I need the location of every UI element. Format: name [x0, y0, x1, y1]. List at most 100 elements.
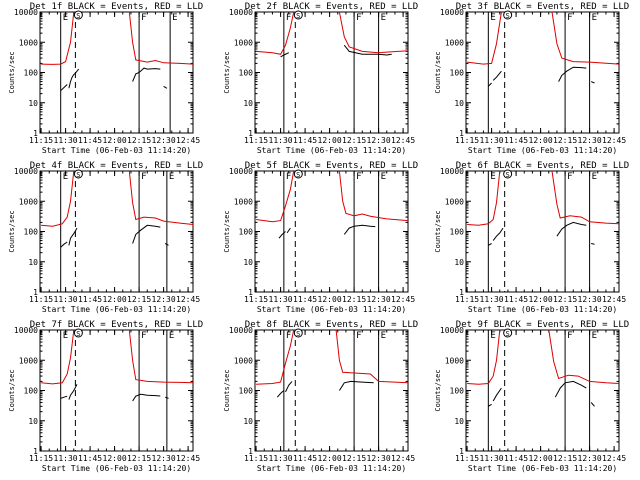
marker-label: E	[592, 13, 597, 23]
y-tick-label: 100	[24, 387, 39, 396]
y-tick-label: 10000	[14, 167, 38, 176]
marker-label: S	[76, 12, 80, 20]
marker-circle	[293, 169, 303, 179]
x-axis-label: Start Time (06-Feb-03 11:14:20)	[468, 305, 617, 314]
series-lld-line	[467, 11, 502, 65]
x-tick-label: 12:15	[553, 454, 577, 463]
series-lld-line	[338, 170, 409, 222]
x-tick-label: 11:15	[29, 295, 53, 304]
plot-frame	[465, 170, 620, 293]
x-tick-label: 11:45	[293, 136, 317, 145]
series-events-line	[590, 402, 595, 407]
x-tick-label: 12:00	[529, 136, 553, 145]
marker-label: S	[76, 171, 80, 179]
marker-label: S	[506, 171, 510, 179]
y-axis-label: Counts/sec	[434, 369, 442, 411]
marker-label: E	[381, 331, 386, 341]
x-tick-label: 12:30	[152, 136, 176, 145]
panel-title: Det 4f BLACK = Events, RED = LLD	[30, 161, 203, 171]
y-tick-label: 10	[243, 417, 253, 426]
series-events-line	[554, 380, 587, 398]
x-tick-label: 12:00	[103, 295, 127, 304]
marker-label: E	[490, 13, 495, 23]
y-tick-label: 1000	[234, 38, 253, 47]
series-lld-line	[128, 11, 194, 65]
x-tick-label: 12:30	[152, 295, 176, 304]
marker-label: E	[63, 172, 68, 182]
y-axis-label: Counts/sec	[8, 51, 16, 93]
marker-label: F	[286, 13, 291, 23]
marker-label: E	[63, 331, 68, 341]
y-tick-label: 10	[28, 417, 38, 426]
series-events-line	[343, 224, 376, 235]
marker-label: F	[356, 331, 361, 341]
panel-title: Det 7f BLACK = Events, RED = LLD	[30, 320, 203, 330]
panel-det-7: Det 7f BLACK = Events, RED = LLD 1 10 100 10…	[8, 320, 203, 473]
series-lld-line	[551, 11, 620, 65]
y-tick-label: 10	[454, 258, 464, 267]
series-lld-line	[41, 329, 75, 385]
marker-label: F	[141, 331, 146, 341]
marker-label: F	[356, 13, 361, 23]
marker-label: S	[296, 330, 300, 338]
series-events-line	[132, 67, 161, 82]
x-tick-label: 12:45	[176, 454, 200, 463]
series-events-line	[556, 221, 587, 237]
series-events-line	[163, 85, 168, 89]
panel-title: Det 6f BLACK = Events, RED = LLD	[456, 161, 629, 171]
y-tick-label: 1000	[445, 197, 464, 206]
series-lld-line	[335, 329, 409, 384]
series-events-line	[492, 70, 502, 81]
series-lld-line	[128, 170, 194, 225]
y-tick-label: 100	[239, 228, 254, 237]
marker-label: E	[169, 172, 174, 182]
y-axis-label: Counts/sec	[223, 210, 231, 252]
x-tick-label: 11:30	[54, 295, 78, 304]
y-tick-label: 10000	[14, 8, 38, 17]
y-tick-label: 1	[459, 288, 464, 297]
y-tick-label: 100	[450, 69, 465, 78]
panel-title: Det 8f BLACK = Events, RED = LLD	[245, 320, 418, 330]
marker-label: E	[592, 172, 597, 182]
y-tick-label: 100	[239, 69, 254, 78]
marker-label: S	[76, 330, 80, 338]
marker-label: E	[63, 13, 68, 23]
series-lld-line	[256, 170, 295, 223]
x-tick-label: 12:15	[342, 136, 366, 145]
y-axis-label: Counts/sec	[223, 51, 231, 93]
x-axis-label: Start Time (06-Feb-03 11:14:20)	[468, 146, 617, 155]
x-tick-label: 12:15	[127, 454, 151, 463]
series-events-line	[60, 241, 68, 248]
x-tick-label: 12:45	[391, 136, 415, 145]
marker-label: F	[567, 13, 572, 23]
x-tick-label: 11:30	[480, 136, 504, 145]
x-tick-label: 12:00	[103, 136, 127, 145]
plot-frame	[465, 11, 620, 134]
panel-det-1: Det 1f BLACK = Events, RED = LLD 1 10 100 10…	[8, 2, 203, 155]
y-tick-label: 100	[24, 69, 39, 78]
marker-label: S	[506, 330, 510, 338]
x-tick-label: 12:30	[367, 454, 391, 463]
y-tick-label: 1000	[19, 197, 38, 206]
y-tick-label: 1	[33, 288, 38, 297]
x-tick-label: 12:30	[578, 136, 602, 145]
x-tick-label: 11:30	[54, 454, 78, 463]
x-axis-label: Start Time (06-Feb-03 11:14:20)	[42, 464, 191, 473]
series-events-line	[487, 82, 492, 87]
series-events-line	[132, 224, 161, 244]
marker-circle	[293, 10, 303, 20]
y-tick-label: 10	[28, 99, 38, 108]
y-tick-label: 1000	[19, 38, 38, 47]
marker-label: F	[286, 331, 291, 341]
y-tick-label: 1000	[19, 356, 38, 365]
x-tick-label: 12:15	[553, 295, 577, 304]
plot-frame	[39, 170, 194, 293]
x-tick-label: 11:45	[78, 136, 102, 145]
x-tick-label: 12:30	[578, 295, 602, 304]
x-tick-label: 12:30	[367, 136, 391, 145]
panel-det-5: Det 5f BLACK = Events, RED = LLD 1 10 100 10…	[223, 161, 418, 314]
x-tick-label: 11:45	[504, 454, 528, 463]
y-tick-label: 1000	[445, 38, 464, 47]
x-tick-label: 11:30	[480, 295, 504, 304]
y-axis-label: Counts/sec	[8, 369, 16, 411]
